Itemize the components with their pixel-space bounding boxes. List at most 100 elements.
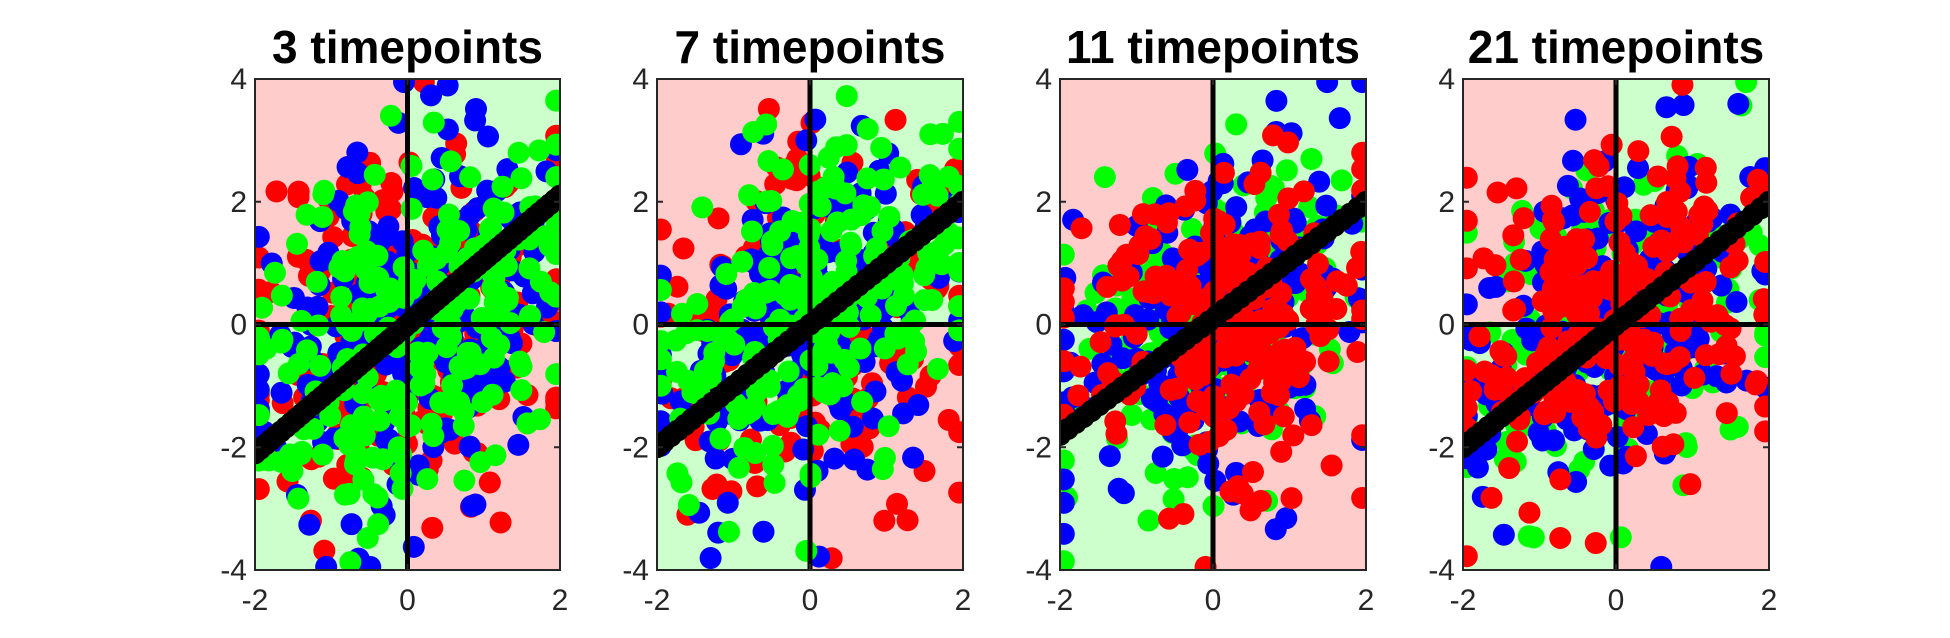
- data-point: [1351, 299, 1366, 322]
- data-point: [1315, 194, 1338, 217]
- data-point: [948, 295, 963, 318]
- data-point: [937, 165, 960, 188]
- data-point: [1515, 317, 1538, 340]
- data-point: [872, 168, 895, 191]
- data-point: [856, 167, 879, 190]
- data-point: [1646, 165, 1669, 188]
- data-point: [930, 253, 953, 276]
- data-point: [436, 218, 459, 241]
- x-tick-label: 2: [552, 584, 569, 617]
- y-tick-label: -2: [220, 431, 247, 464]
- data-point: [709, 427, 732, 450]
- data-point: [352, 405, 375, 428]
- data-point: [453, 469, 476, 492]
- data-point: [507, 141, 530, 164]
- data-point: [1072, 304, 1095, 327]
- data-point: [809, 195, 832, 218]
- data-point: [1754, 250, 1769, 273]
- data-point: [1632, 328, 1655, 351]
- data-point: [1639, 204, 1662, 227]
- data-point: [1617, 260, 1640, 283]
- data-point: [1275, 159, 1298, 182]
- data-point: [814, 176, 837, 199]
- data-point: [849, 337, 872, 360]
- data-point: [1509, 248, 1532, 271]
- data-point: [1622, 381, 1645, 404]
- data-point: [379, 104, 402, 127]
- data-point: [1125, 322, 1148, 345]
- data-point: [1067, 384, 1090, 407]
- data-point: [1284, 362, 1307, 385]
- data-point: [1492, 344, 1515, 367]
- data-point: [1505, 177, 1528, 200]
- data-point: [415, 186, 438, 209]
- data-point: [871, 220, 894, 243]
- data-point: [270, 381, 293, 404]
- data-point: [1060, 522, 1075, 545]
- data-point: [1060, 328, 1075, 351]
- data-point: [1089, 331, 1112, 354]
- data-point: [823, 447, 846, 470]
- data-point: [346, 162, 369, 185]
- data-point: [755, 190, 778, 213]
- data-point: [1351, 424, 1366, 447]
- data-point: [368, 295, 391, 318]
- data-point: [817, 146, 840, 169]
- data-point: [265, 180, 288, 203]
- data-point: [1549, 468, 1572, 491]
- data-point: [807, 423, 830, 446]
- data-point: [1171, 434, 1194, 457]
- data-point: [1502, 270, 1525, 293]
- data-point: [348, 223, 371, 246]
- data-point: [947, 226, 963, 249]
- x-tick-label: -2: [1047, 584, 1074, 617]
- data-point: [1526, 351, 1549, 374]
- data-point: [516, 412, 539, 435]
- data-point: [948, 110, 963, 133]
- data-point: [738, 184, 761, 207]
- x-tick-label: 2: [1358, 584, 1375, 617]
- data-point: [1212, 161, 1235, 184]
- data-point: [1346, 341, 1366, 363]
- subplot-title: 11 timepoints: [1066, 21, 1360, 73]
- data-point: [779, 273, 802, 296]
- scatter-points: [1463, 79, 1769, 570]
- subplot-title: 7 timepoints: [675, 21, 946, 73]
- data-point: [1178, 411, 1201, 434]
- data-point: [1110, 250, 1133, 273]
- data-point: [464, 109, 487, 132]
- data-point: [255, 404, 270, 427]
- data-point: [315, 555, 338, 570]
- data-point: [400, 197, 423, 220]
- data-point: [1108, 213, 1131, 236]
- data-point: [313, 179, 336, 202]
- data-point: [1180, 217, 1203, 240]
- data-point: [707, 207, 730, 230]
- data-point: [1576, 246, 1599, 269]
- data-point: [1463, 293, 1478, 316]
- data-point: [672, 237, 695, 260]
- data-point: [1272, 405, 1295, 428]
- data-point: [1225, 113, 1248, 136]
- data-point: [519, 304, 542, 327]
- x-tick-label: 0: [399, 584, 416, 617]
- data-point: [480, 326, 503, 349]
- data-point: [762, 316, 785, 339]
- data-point: [795, 539, 818, 562]
- data-point: [1463, 209, 1478, 232]
- x-tick-label: 0: [1608, 584, 1625, 617]
- data-point: [1272, 303, 1295, 326]
- y-tick-label: -2: [622, 431, 649, 464]
- data-point: [1098, 445, 1121, 468]
- data-point: [1249, 309, 1272, 332]
- data-point: [440, 325, 463, 348]
- x-tick-label: 2: [1761, 584, 1778, 617]
- data-point: [852, 194, 875, 217]
- data-point: [1556, 174, 1579, 197]
- data-point: [657, 330, 672, 353]
- data-point: [915, 375, 938, 398]
- data-point: [1735, 79, 1758, 94]
- data-point: [1228, 481, 1251, 504]
- data-point: [1097, 362, 1120, 385]
